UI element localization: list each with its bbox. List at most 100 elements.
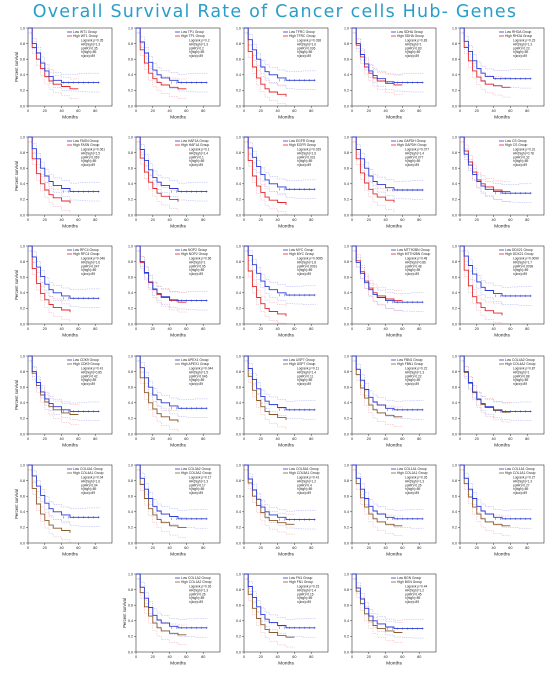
km-panel-3: 0.0 0.2 0.4 0.6 0.8 1.0 0 20 40 60 80 Months Low TFR… [236, 26, 329, 121]
stat-line: p(HR)=0.22 [405, 374, 422, 378]
km-curve-high [136, 355, 179, 423]
y-tick-label: 0.6 [128, 276, 133, 280]
stat-line: HR(high)=1.8 [297, 260, 316, 264]
x-tick-label: 0 [243, 218, 245, 222]
x-axis-label: Months [494, 224, 510, 230]
y-tick-label: 1.0 [452, 463, 457, 467]
stat-line: n(low)=89 [81, 382, 95, 386]
stat-line: HR(high)=1.4 [405, 151, 424, 155]
x-tick-label: 20 [367, 437, 371, 441]
km-panel-11: 0.0 0.2 0.4 0.6 0.8 1.0 0 20 40 60 80 Months Percent… [14, 244, 113, 339]
stat-line: Logrank p=0.96 [189, 257, 211, 261]
x-tick-label: 40 [383, 218, 387, 222]
km-curve-low [244, 464, 316, 521]
km-curve-high [460, 136, 511, 193]
stat-line: HR(high)=1 [189, 260, 206, 264]
y-tick-label: 0.8 [236, 479, 241, 483]
y-tick-label: 0.2 [128, 635, 133, 639]
y-tick-label: 0.0 [344, 432, 349, 436]
km-curve-low [136, 245, 208, 302]
x-tick-label: 60 [184, 109, 188, 113]
km-curve-high [352, 245, 403, 302]
y-tick-label: 1.0 [20, 463, 25, 467]
x-tick-label: 40 [383, 546, 387, 550]
y-axis-label: Percent survival [14, 52, 19, 82]
x-tick-label: 60 [400, 327, 404, 331]
stat-line: HR(high)=1.3 [189, 588, 208, 592]
y-tick-label: 0.8 [128, 588, 133, 592]
legend-label-low: Low SDHA Group [397, 30, 423, 34]
stat-line: p(HR)=0.35 [81, 46, 98, 50]
stat-line: Logrank p=0.41 [297, 476, 319, 480]
x-tick-label: 60 [76, 437, 80, 441]
x-tick-label: 80 [201, 437, 205, 441]
y-tick-label: 0.0 [344, 541, 349, 545]
legend-label-low: Low COL1A1 Group [505, 467, 535, 471]
ci-high-lower [244, 361, 287, 430]
stat-line: n(low)=89 [513, 163, 527, 167]
legend-label-low: Low COL4A1 Group [73, 467, 103, 471]
y-tick-label: 0.2 [236, 417, 241, 421]
legend-label-low: Low APEX1 Group [181, 358, 209, 362]
x-tick-label: 20 [43, 437, 47, 441]
legend-label-high: High USP7 Group [289, 362, 316, 366]
x-tick-label: 80 [525, 546, 529, 550]
y-tick-label: 0.6 [344, 386, 349, 390]
x-tick-label: 20 [475, 546, 479, 550]
y-tick-label: 0.4 [236, 182, 241, 186]
y-tick-label: 0.0 [128, 213, 133, 217]
ci-high-upper [460, 355, 511, 403]
y-tick-label: 0.0 [20, 104, 25, 108]
y-tick-label: 0.2 [20, 307, 25, 311]
x-tick-label: 40 [275, 437, 279, 441]
ci-high-lower [244, 251, 287, 324]
stat-line: HR(high)=1.3 [81, 42, 100, 46]
legend-label-low: Low RFC4 Group [73, 248, 99, 252]
stat-line: Logrank p=0.1 [189, 148, 210, 152]
stat-line: p(HR)=0.48 [405, 264, 422, 268]
x-tick-label: 80 [201, 327, 205, 331]
x-axis-label: Months [386, 115, 402, 121]
km-curve-high [28, 464, 71, 533]
x-axis-label: Months [170, 224, 186, 230]
y-tick-label: 0.2 [236, 526, 241, 530]
x-tick-label: 40 [59, 546, 63, 550]
y-tick-label: 0.6 [20, 495, 25, 499]
y-tick-label: 1.0 [128, 463, 133, 467]
stat-line: n(low)=89 [405, 272, 419, 276]
y-tick-label: 0.8 [20, 479, 25, 483]
km-curve-low [136, 464, 208, 520]
km-curve-low [460, 355, 532, 412]
km-curve-high [460, 245, 503, 316]
stat-line: HR(high)=1.5 [81, 151, 100, 155]
stat-line: n(high)=89 [81, 487, 97, 491]
legend-label-high: High CDK9 Group [73, 362, 100, 366]
y-tick-label: 0.0 [236, 104, 241, 108]
x-tick-label: 80 [417, 546, 421, 550]
x-tick-label: 20 [259, 327, 263, 331]
legend-label-low: Low FASN Group [73, 139, 99, 143]
y-tick-label: 1.0 [236, 354, 241, 358]
stat-line: n(high)=89 [189, 268, 205, 272]
y-tick-label: 1.0 [344, 26, 349, 30]
x-tick-label: 40 [383, 109, 387, 113]
y-tick-label: 0.6 [344, 58, 349, 62]
plot-frame [351, 573, 437, 653]
legend-label-high: High COL1A1 Group [397, 471, 428, 475]
stat-line: n(high)=89 [405, 487, 421, 491]
stat-line: n(low)=89 [189, 600, 203, 604]
y-tick-label: 0.0 [344, 213, 349, 217]
legend-label-high: High EGFR Group [289, 143, 316, 147]
y-tick-label: 1.0 [128, 26, 133, 30]
x-tick-label: 40 [383, 327, 387, 331]
y-tick-label: 0.6 [128, 58, 133, 62]
x-tick-label: 80 [201, 218, 205, 222]
plot-frame [351, 464, 437, 544]
x-tick-label: 20 [151, 655, 155, 659]
km-panel-24: 0.0 0.2 0.4 0.6 0.8 1.0 0 20 40 60 80 Months Low COL… [344, 463, 437, 558]
ci-high-lower [28, 33, 79, 100]
legend-label-high: High FN1 Group [289, 580, 313, 584]
stat-line: n(high)=89 [513, 50, 529, 54]
y-tick-label: 0.0 [128, 432, 133, 436]
